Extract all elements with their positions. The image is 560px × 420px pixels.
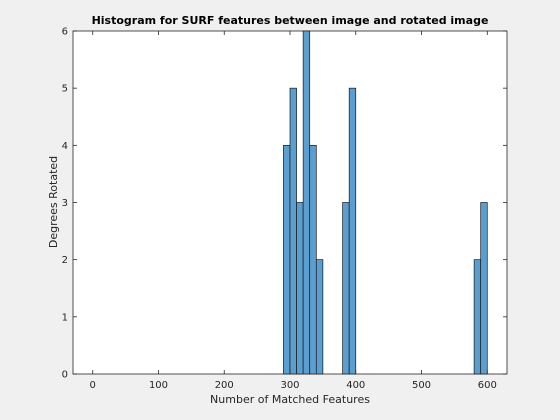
- histogram-bar: [296, 202, 304, 375]
- y-tick-label: 6: [62, 27, 68, 38]
- histogram-bar: [348, 87, 357, 375]
- histogram-bar: [480, 202, 488, 375]
- x-tick-label: 500: [412, 380, 431, 391]
- x-tick-label: 100: [149, 380, 168, 391]
- y-axis-label: Degrees Rotated: [47, 156, 60, 248]
- histogram-bar: [315, 259, 324, 375]
- y-tick-label: 5: [62, 84, 68, 95]
- histogram-bar: [283, 144, 291, 375]
- y-tick-label: 0: [62, 370, 68, 381]
- histogram-bars: [283, 30, 488, 375]
- histogram-bar: [342, 202, 350, 375]
- histogram-bar: [309, 144, 317, 375]
- x-axis-ticks: 0 100 200 300 400 500 600: [90, 31, 497, 391]
- x-tick-label: 0: [90, 380, 96, 391]
- histogram-bar: [302, 30, 311, 375]
- x-tick-label: 400: [346, 380, 365, 391]
- y-axis-ticks: 0 1 2 3 4 5 6: [62, 27, 507, 381]
- x-tick-label: 200: [215, 380, 234, 391]
- histogram-bar: [289, 87, 297, 375]
- y-tick-label: 2: [62, 255, 68, 266]
- histogram-bar: [473, 259, 482, 375]
- y-tick-label: 3: [62, 198, 68, 209]
- x-tick-label: 600: [478, 380, 497, 391]
- y-tick-label: 4: [62, 141, 68, 152]
- chart-title: Histogram for SURF features between imag…: [92, 14, 489, 27]
- x-axis-label: Number of Matched Features: [210, 393, 370, 406]
- y-tick-label: 1: [62, 312, 68, 323]
- x-tick-label: 300: [280, 380, 299, 391]
